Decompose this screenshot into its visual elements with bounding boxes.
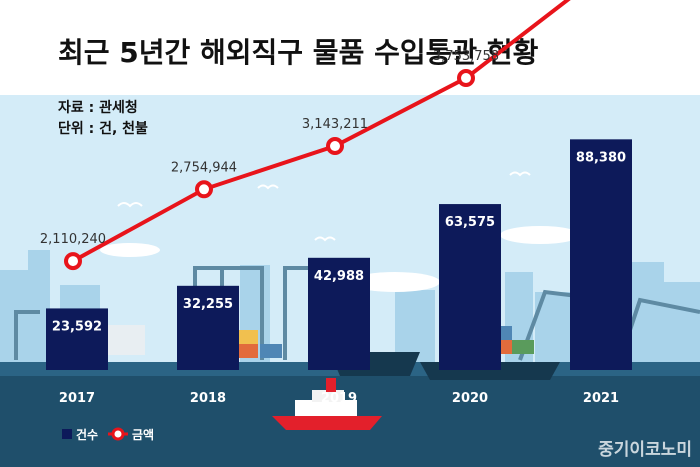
legend-line-label: 금액	[132, 428, 154, 442]
amount-point-2019	[326, 137, 344, 156]
amount-point-2018	[195, 180, 213, 199]
bar-value-labels: 23,592 32,255 42,988 63,575 88,380	[52, 150, 626, 334]
x-tick-label: 2018	[190, 391, 226, 406]
bar-2018	[177, 285, 239, 370]
amount-point-2017	[64, 252, 82, 271]
source-note: 자료 : 관세청	[58, 99, 138, 116]
clouds	[100, 226, 580, 292]
line-value-labels: 2,110,2402,754,9443,143,2113,753,7584,65…	[40, 49, 499, 247]
unit-note: 단위 : 건, 천불	[58, 120, 148, 137]
chart-title: 최근 5년간 해외직구 물품 수입통관 현황	[58, 36, 539, 69]
bar-series	[46, 139, 632, 370]
bar-2017	[46, 308, 108, 370]
containers	[105, 325, 534, 358]
amount-value-label: 2,110,240	[40, 232, 106, 247]
bar-2021	[570, 139, 632, 370]
seagulls	[117, 171, 531, 242]
x-tick-label: 2017	[59, 391, 95, 406]
amount-value-label: 3,753,758	[433, 49, 499, 64]
x-tick-label: 2020	[452, 391, 488, 406]
bar-2020	[439, 204, 501, 370]
legend: 건수 금액	[62, 427, 154, 442]
x-tick-label: 2019	[321, 391, 357, 406]
bar-value-label: 23,592	[52, 319, 102, 334]
x-axis-tick-labels: 2017 2018 2019 2020 2021	[59, 391, 619, 406]
legend-bar-label: 건수	[76, 427, 98, 442]
legend-bar-swatch	[62, 429, 72, 439]
tugboat	[272, 378, 382, 430]
line-series	[64, 0, 571, 271]
bar-value-label: 32,255	[183, 297, 233, 312]
amount-value-label: 3,143,211	[302, 117, 368, 132]
x-tick-label: 2021	[583, 391, 619, 406]
watermark-logo: 중기이코노미	[598, 440, 692, 460]
amount-value-label: 2,754,944	[171, 160, 237, 175]
bar-value-label: 63,575	[445, 215, 495, 230]
bar-value-label: 42,988	[314, 269, 364, 284]
bar-value-label: 88,380	[576, 150, 626, 165]
bar-2019	[308, 257, 370, 370]
legend-marker-swatch	[111, 427, 125, 441]
amount-point-2020	[457, 69, 475, 88]
